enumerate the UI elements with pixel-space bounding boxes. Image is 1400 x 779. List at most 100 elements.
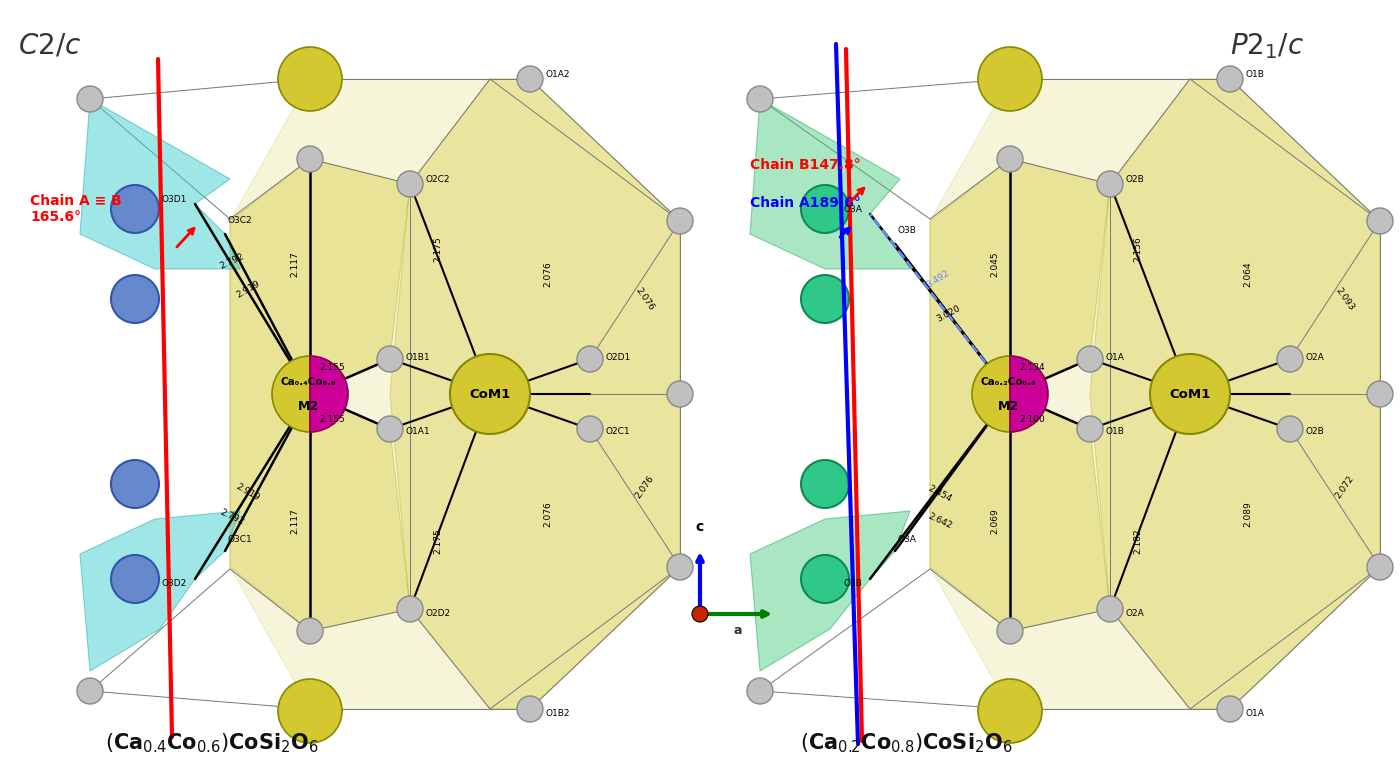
Polygon shape (80, 511, 239, 671)
Text: M2: M2 (297, 400, 319, 413)
Circle shape (279, 47, 342, 111)
Text: 2.919: 2.919 (235, 481, 262, 502)
Text: a: a (734, 623, 742, 636)
Circle shape (1098, 171, 1123, 197)
Text: O1B: O1B (1106, 426, 1124, 435)
Text: O2C2: O2C2 (426, 174, 451, 184)
Text: 2.045: 2.045 (991, 251, 1000, 277)
Circle shape (1217, 696, 1243, 722)
Circle shape (77, 678, 104, 704)
Text: O1A1: O1A1 (406, 426, 431, 435)
Text: O2D1: O2D1 (606, 353, 631, 361)
Circle shape (666, 381, 693, 407)
Text: O1B: O1B (1246, 69, 1264, 79)
Text: 2.064: 2.064 (1243, 261, 1253, 287)
Text: 2.093: 2.093 (1334, 286, 1357, 312)
Circle shape (666, 554, 693, 580)
Circle shape (111, 185, 160, 233)
Text: O1B1: O1B1 (406, 353, 431, 361)
Text: 2.175: 2.175 (434, 236, 442, 262)
Text: $\mathit{C}2/\mathit{c}$: $\mathit{C}2/\mathit{c}$ (18, 31, 81, 59)
Circle shape (279, 679, 342, 743)
Circle shape (801, 460, 848, 508)
Circle shape (1366, 208, 1393, 234)
Text: M2: M2 (997, 400, 1019, 413)
Circle shape (979, 679, 1042, 743)
Circle shape (577, 416, 603, 442)
Polygon shape (230, 79, 680, 709)
Circle shape (449, 354, 531, 434)
Text: 2.175: 2.175 (434, 528, 442, 554)
Text: O2D2: O2D2 (426, 609, 451, 619)
Text: O3A: O3A (843, 205, 862, 213)
Text: 2.117: 2.117 (291, 251, 300, 277)
Text: 2.792: 2.792 (218, 507, 245, 527)
Polygon shape (930, 79, 1380, 709)
Circle shape (748, 678, 773, 704)
Polygon shape (930, 159, 1110, 631)
Text: 2.155: 2.155 (319, 362, 344, 372)
Text: O3D2: O3D2 (162, 580, 188, 588)
Circle shape (398, 596, 423, 622)
Polygon shape (1091, 79, 1380, 709)
Text: Ca₀.₄Co₀.₆: Ca₀.₄Co₀.₆ (280, 377, 336, 387)
Text: 2.076: 2.076 (543, 261, 553, 287)
Text: c: c (696, 520, 704, 534)
Text: 3.020: 3.020 (935, 304, 962, 324)
Text: 3.492: 3.492 (925, 269, 951, 290)
Text: Chain A189.6°: Chain A189.6° (750, 196, 861, 210)
Text: 2.117: 2.117 (291, 508, 300, 534)
Text: $(\mathbf{Ca}_{0.4}\mathbf{Co}_{0.6})\mathbf{CoSi}_{2}\mathbf{O}_{6}$: $(\mathbf{Ca}_{0.4}\mathbf{Co}_{0.6})\ma… (105, 731, 319, 755)
Text: Chain A ≡ B
165.6°: Chain A ≡ B 165.6° (29, 194, 122, 224)
Text: 2.134: 2.134 (1019, 362, 1044, 372)
Circle shape (1077, 416, 1103, 442)
Text: Ca₀.₂Co₀.₈: Ca₀.₂Co₀.₈ (980, 377, 1036, 387)
Circle shape (297, 146, 323, 172)
Polygon shape (391, 79, 680, 709)
Text: 2.182: 2.182 (1134, 528, 1142, 554)
Polygon shape (230, 159, 410, 631)
Polygon shape (750, 99, 910, 269)
Circle shape (398, 171, 423, 197)
Text: 2.076: 2.076 (634, 474, 657, 500)
Circle shape (801, 555, 848, 603)
Circle shape (748, 86, 773, 112)
Circle shape (997, 618, 1023, 644)
Circle shape (1077, 346, 1103, 372)
Polygon shape (750, 511, 910, 671)
Text: $(\mathbf{Ca}_{0.2}\mathbf{Co}_{0.8})\mathbf{CoSi}_{2}\mathbf{O}_{6}$: $(\mathbf{Ca}_{0.2}\mathbf{Co}_{0.8})\ma… (799, 731, 1012, 755)
Circle shape (377, 346, 403, 372)
Text: O2A: O2A (1306, 353, 1324, 361)
Text: O3B: O3B (897, 225, 916, 234)
Circle shape (377, 416, 403, 442)
Circle shape (692, 606, 708, 622)
Text: O3A: O3A (897, 534, 916, 544)
Circle shape (1217, 66, 1243, 92)
Wedge shape (309, 356, 349, 432)
Circle shape (111, 555, 160, 603)
Circle shape (77, 86, 104, 112)
Circle shape (997, 146, 1023, 172)
Circle shape (1098, 596, 1123, 622)
Circle shape (111, 460, 160, 508)
Text: CoM1: CoM1 (469, 387, 511, 400)
Text: 2.919: 2.919 (235, 279, 262, 299)
Circle shape (517, 66, 543, 92)
Text: 2.100: 2.100 (1019, 414, 1044, 424)
Wedge shape (1009, 356, 1049, 432)
Text: O3C1: O3C1 (227, 534, 252, 544)
Circle shape (517, 696, 543, 722)
Text: O2C1: O2C1 (606, 426, 630, 435)
Polygon shape (80, 99, 239, 269)
Circle shape (111, 275, 160, 323)
Text: 2.076: 2.076 (634, 286, 657, 312)
Text: O3C2: O3C2 (227, 216, 252, 224)
Text: CoM1: CoM1 (1169, 387, 1211, 400)
Circle shape (577, 346, 603, 372)
Text: Chain B147.8°: Chain B147.8° (750, 158, 861, 172)
Circle shape (979, 47, 1042, 111)
Text: O1A: O1A (1106, 353, 1124, 361)
Text: O2B: O2B (1306, 426, 1324, 435)
Text: 2.076: 2.076 (543, 501, 553, 527)
Text: O2A: O2A (1126, 609, 1145, 619)
